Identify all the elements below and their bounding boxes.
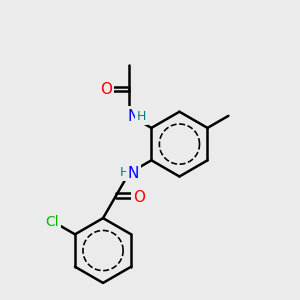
- Text: N: N: [127, 109, 139, 124]
- Text: N: N: [128, 166, 140, 181]
- Text: H: H: [136, 110, 146, 123]
- Text: H: H: [120, 166, 130, 178]
- Text: O: O: [134, 190, 146, 205]
- Text: Cl: Cl: [45, 215, 59, 229]
- Text: O: O: [100, 82, 112, 97]
